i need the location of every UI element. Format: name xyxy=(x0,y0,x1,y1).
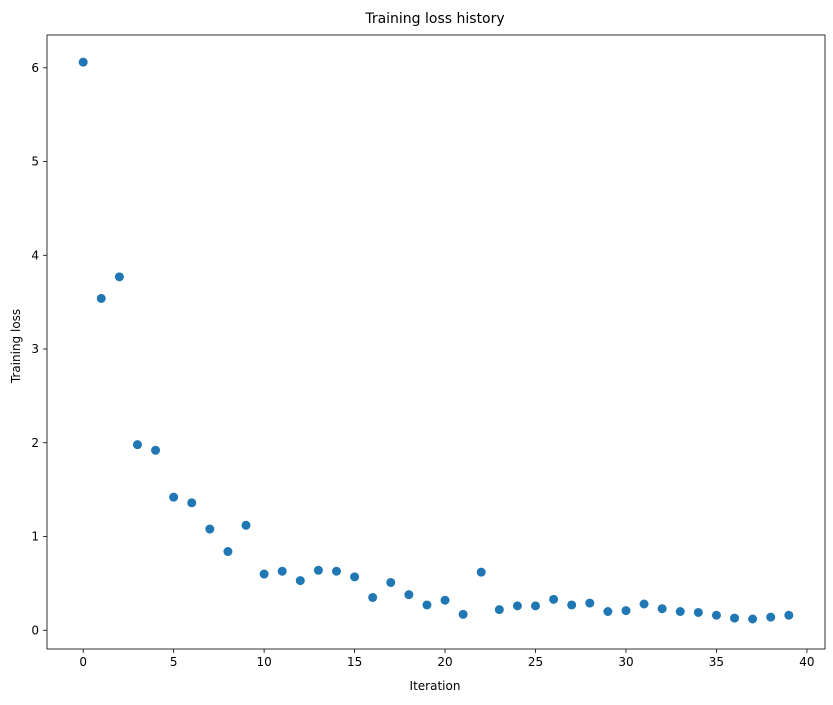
data-point xyxy=(114,272,124,282)
data-point xyxy=(205,524,215,534)
data-point xyxy=(169,492,179,502)
data-point xyxy=(512,601,522,611)
y-tick-label: 3 xyxy=(31,342,39,356)
data-point xyxy=(422,600,432,610)
data-point xyxy=(621,606,631,616)
data-point xyxy=(331,566,341,576)
data-point xyxy=(151,445,161,455)
data-point xyxy=(639,599,649,609)
data-point xyxy=(241,520,251,530)
x-tick-label: 5 xyxy=(170,655,178,669)
data-point xyxy=(693,607,703,617)
x-tick-label: 20 xyxy=(437,655,452,669)
chart-title: Training loss history xyxy=(364,11,504,27)
data-point xyxy=(350,572,360,582)
data-point xyxy=(675,607,685,617)
x-axis-label: Iteration xyxy=(410,679,461,693)
data-point xyxy=(657,604,667,614)
x-tick-label: 30 xyxy=(618,655,633,669)
data-point xyxy=(187,498,197,508)
data-point xyxy=(766,612,776,622)
data-point xyxy=(585,598,595,608)
data-point xyxy=(494,605,504,615)
data-point xyxy=(96,293,106,303)
data-point xyxy=(730,613,740,623)
data-point xyxy=(313,565,323,575)
data-point xyxy=(78,57,88,67)
x-tick-label: 0 xyxy=(79,655,87,669)
x-tick-label: 35 xyxy=(709,655,724,669)
data-point xyxy=(386,577,396,587)
data-point xyxy=(711,610,721,620)
data-point xyxy=(223,547,233,557)
y-tick-label: 6 xyxy=(31,61,39,75)
data-point xyxy=(295,576,305,586)
y-tick-label: 4 xyxy=(31,248,39,262)
data-point xyxy=(440,595,450,605)
y-tick-label: 5 xyxy=(31,155,39,169)
data-point xyxy=(259,569,269,579)
data-point xyxy=(784,610,794,620)
data-point xyxy=(476,567,486,577)
data-point xyxy=(404,590,414,600)
data-point xyxy=(567,600,577,610)
data-point xyxy=(368,592,378,602)
data-point xyxy=(277,566,287,576)
y-tick-label: 0 xyxy=(31,623,39,637)
data-point xyxy=(603,607,613,617)
x-tick-label: 15 xyxy=(347,655,362,669)
data-point xyxy=(549,594,559,604)
plot-area: 0 5 10 15 20 25 30 35 40 0 1 2 3 4 5 6 xyxy=(31,34,826,669)
x-tick-label: 10 xyxy=(256,655,271,669)
data-point xyxy=(132,440,142,450)
y-tick-label: 1 xyxy=(31,530,39,544)
y-tick-label: 2 xyxy=(31,436,39,450)
x-tick-label: 25 xyxy=(528,655,543,669)
plot-frame xyxy=(46,34,826,650)
data-point xyxy=(458,609,468,619)
y-axis-label: Training loss xyxy=(9,309,23,384)
data-point xyxy=(531,601,541,611)
data-point xyxy=(748,614,758,624)
x-tick-label: 40 xyxy=(799,655,814,669)
